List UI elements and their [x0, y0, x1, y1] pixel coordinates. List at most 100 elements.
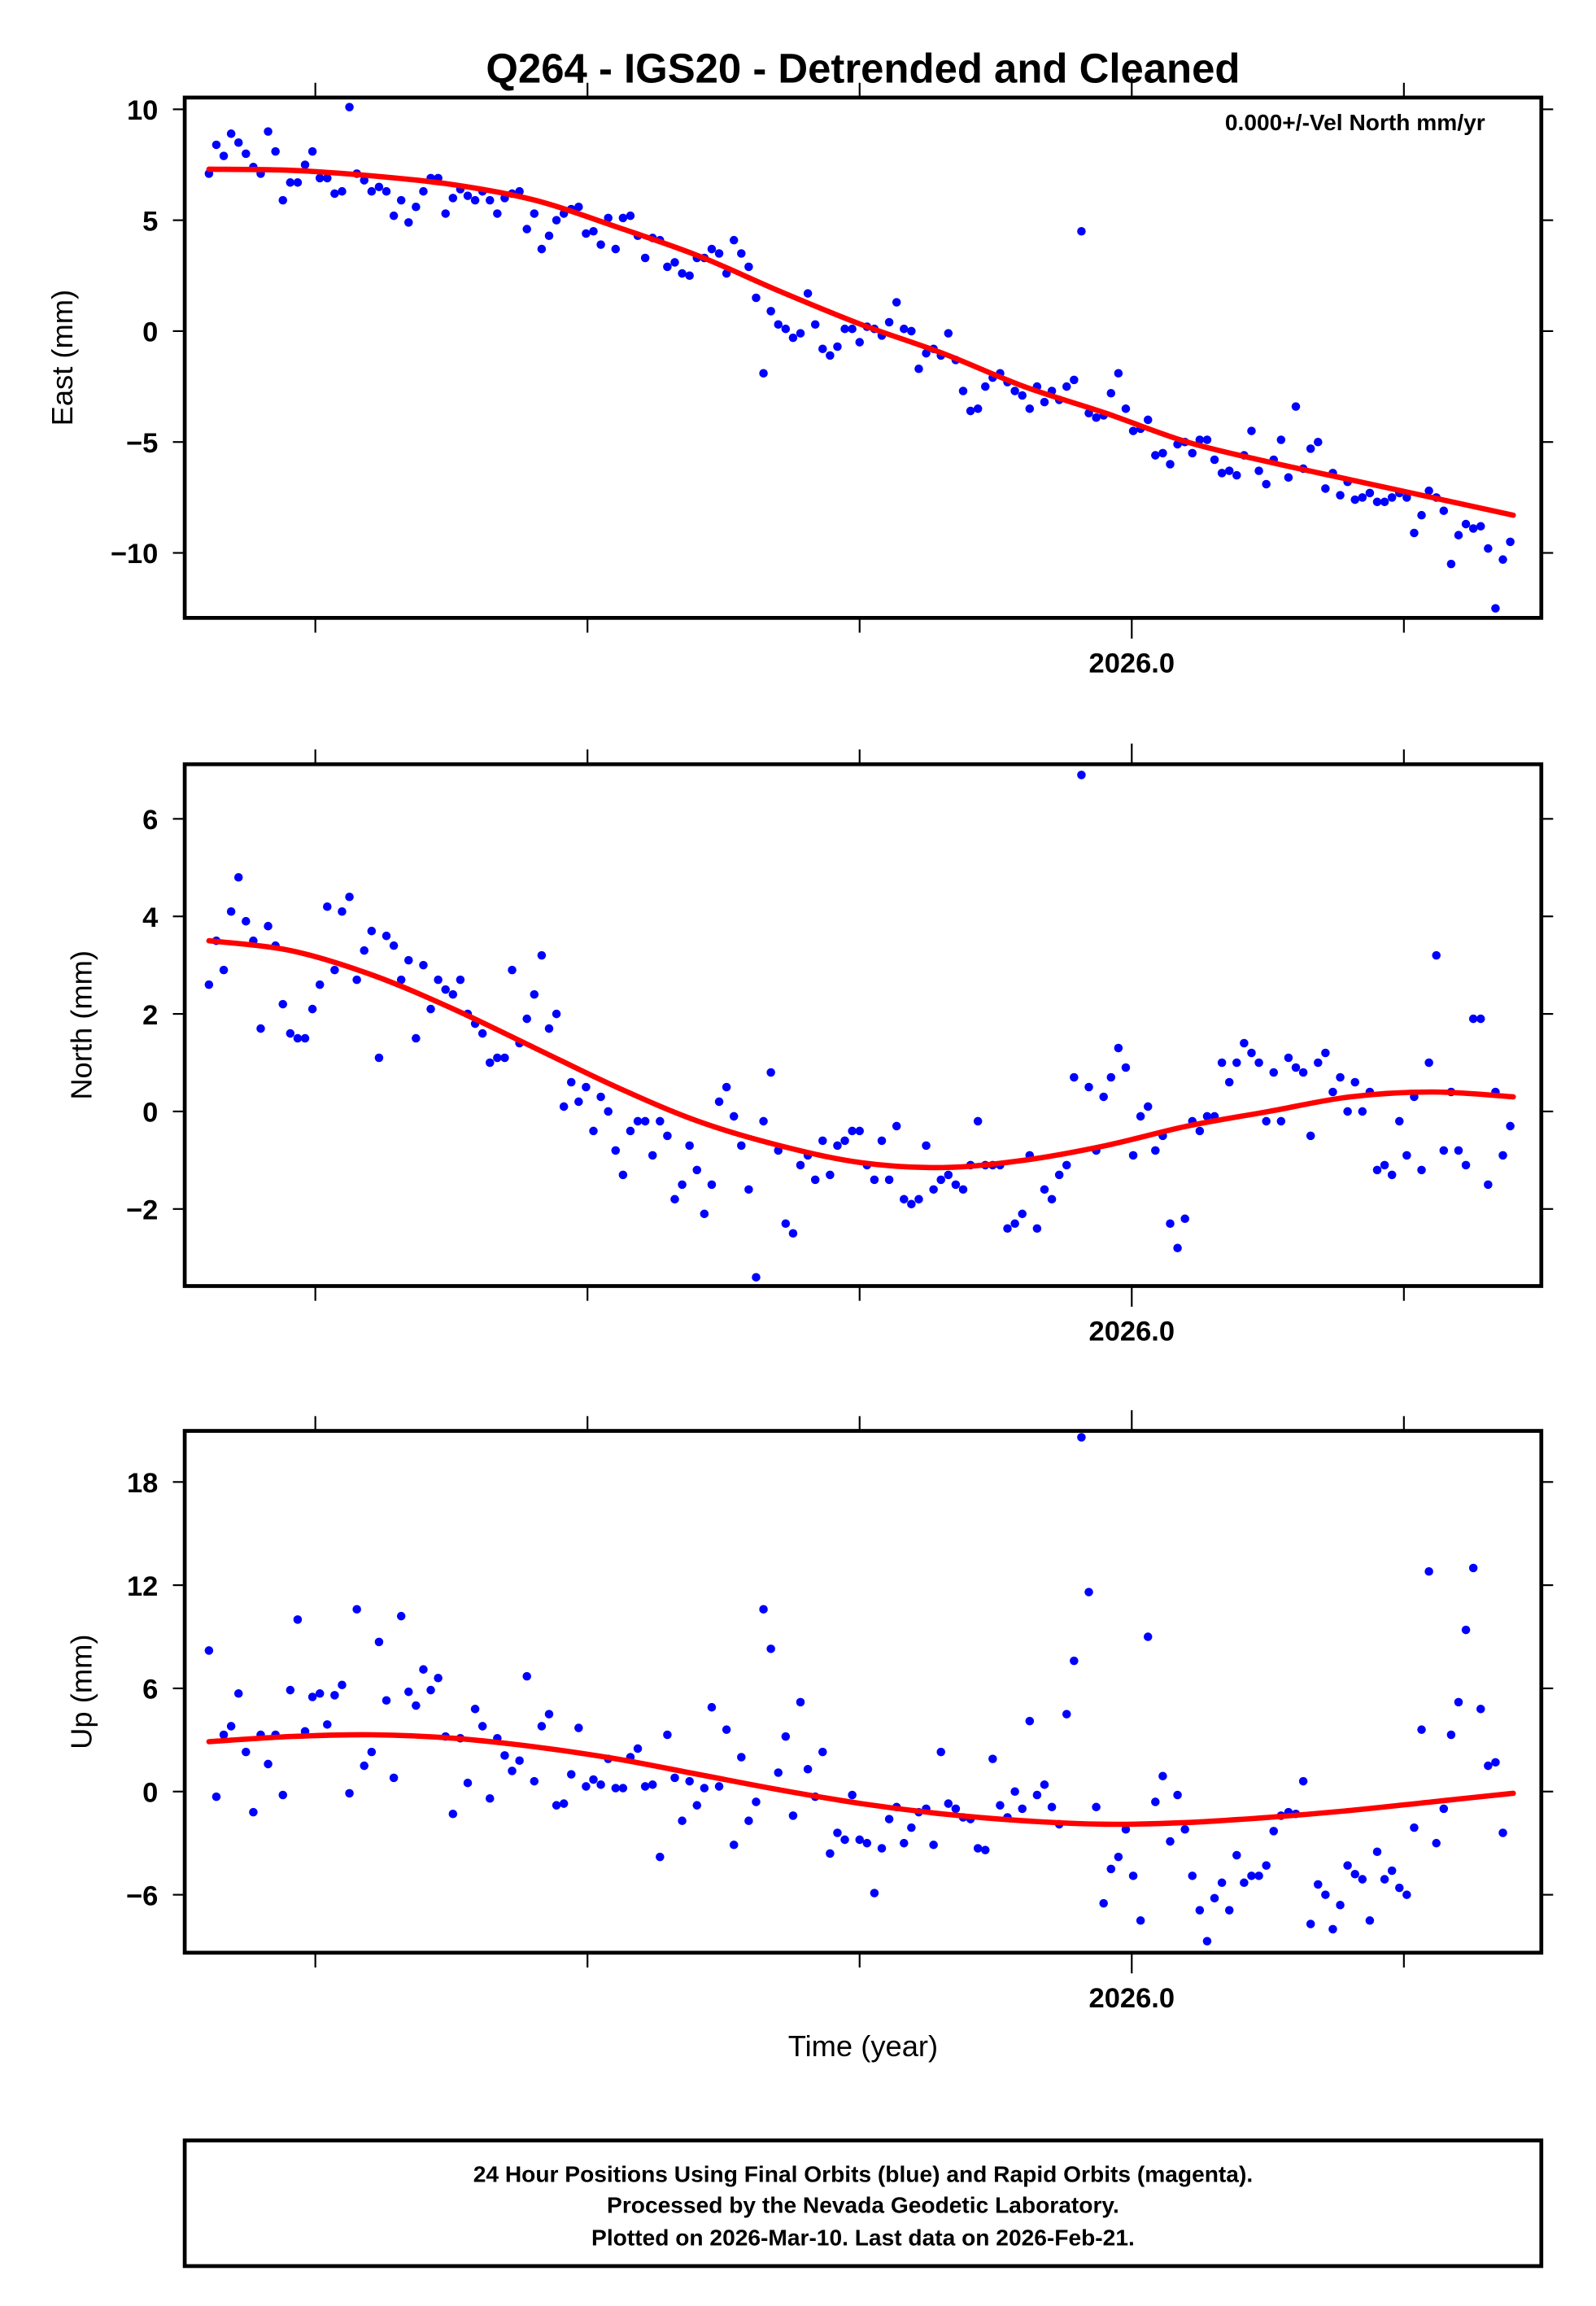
data-point: [574, 203, 583, 212]
data-point: [944, 329, 953, 338]
data-point: [286, 178, 295, 187]
data-point: [944, 1799, 953, 1808]
data-point: [907, 1823, 916, 1832]
data-point: [1498, 1151, 1507, 1160]
data-point: [530, 989, 539, 999]
data-point: [781, 1732, 791, 1741]
data-point: [1454, 1697, 1463, 1707]
data-point: [389, 211, 399, 221]
data-point: [522, 1014, 531, 1024]
data-point: [1254, 1871, 1263, 1880]
data-point: [338, 186, 347, 196]
data-point: [1446, 1730, 1456, 1740]
data-point: [1439, 1146, 1449, 1155]
data-point: [951, 1180, 961, 1190]
data-point: [1217, 469, 1227, 478]
data-point: [1395, 1116, 1404, 1126]
x-tick-label: 2026.0: [1089, 1983, 1175, 2014]
data-point: [522, 1671, 531, 1681]
data-point: [884, 1815, 894, 1823]
data-point: [752, 1273, 761, 1282]
x-tick-label: 2026.0: [1089, 1317, 1175, 1347]
data-point: [1276, 1116, 1286, 1126]
data-point: [338, 906, 347, 916]
data-point: [1328, 1087, 1337, 1097]
data-point: [722, 1725, 731, 1734]
data-point: [1372, 1165, 1382, 1175]
data-point: [1195, 435, 1205, 444]
data-point: [818, 344, 827, 353]
data-point: [1025, 1716, 1035, 1726]
data-point: [1254, 466, 1263, 475]
data-point: [640, 1116, 650, 1126]
data-point: [884, 1175, 894, 1185]
data-point: [1254, 1058, 1263, 1068]
up-fit-curve: [206, 1732, 1516, 1828]
data-point: [973, 1844, 983, 1853]
data-point: [419, 186, 428, 196]
velocity-annotation: 0.000+/-Vel North mm/yr: [1225, 110, 1485, 135]
data-point: [278, 999, 288, 1009]
data-point: [781, 324, 791, 334]
north-data-points: [204, 771, 1515, 1282]
data-point: [707, 1180, 717, 1190]
data-point: [211, 1792, 221, 1802]
data-point: [441, 985, 450, 994]
data-point: [1092, 1802, 1101, 1812]
data-point: [1498, 555, 1507, 564]
data-point: [389, 1773, 399, 1783]
data-point: [323, 173, 332, 183]
data-point: [1461, 1160, 1471, 1170]
footer-box: [182, 2138, 1544, 2269]
data-point: [1387, 1170, 1397, 1180]
data-point: [611, 1784, 621, 1793]
data-point: [233, 1689, 243, 1698]
x-axis-label: Time (year): [788, 2029, 938, 2063]
data-point: [566, 1770, 576, 1779]
north-panel: 2026.0 6 4 2 0 −2 North (mm): [65, 743, 1554, 1347]
data-point: [374, 182, 384, 192]
data-point: [1143, 415, 1153, 425]
data-point: [803, 289, 813, 298]
data-point: [537, 1722, 547, 1731]
data-point: [796, 1697, 805, 1707]
data-point: [1298, 1068, 1308, 1077]
data-point: [219, 965, 229, 975]
data-point: [374, 1637, 384, 1647]
data-point: [1232, 1850, 1241, 1860]
data-point: [833, 342, 842, 352]
data-point: [670, 1194, 679, 1204]
data-point: [656, 1852, 665, 1862]
data-point: [788, 1811, 798, 1820]
data-point: [744, 1816, 753, 1825]
data-point: [1298, 1776, 1308, 1786]
data-point: [456, 975, 465, 985]
data-point: [678, 269, 687, 278]
data-point: [1166, 1837, 1175, 1846]
data-point: [315, 173, 325, 183]
data-point: [1476, 522, 1485, 531]
data-point: [1262, 479, 1271, 489]
data-point: [973, 404, 983, 413]
data-point: [1224, 1077, 1234, 1087]
data-point: [1210, 455, 1219, 465]
data-point: [441, 209, 450, 218]
data-point: [759, 1605, 768, 1614]
data-point: [1336, 1072, 1345, 1082]
data-point: [1506, 1121, 1515, 1131]
y-tick-label: 0: [142, 1098, 158, 1129]
data-point: [307, 1004, 317, 1014]
data-point: [1121, 404, 1131, 413]
data-point: [1202, 435, 1212, 444]
data-point: [1158, 1771, 1167, 1781]
up-y-axis-label: Up (mm): [65, 1635, 98, 1749]
data-point: [1402, 493, 1411, 502]
y-tick-label: −5: [126, 428, 158, 459]
data-point: [522, 225, 531, 234]
data-point: [951, 1804, 961, 1814]
data-point: [426, 1004, 435, 1014]
data-point: [434, 1673, 443, 1683]
data-point: [1136, 1112, 1145, 1121]
data-point: [855, 1126, 865, 1136]
data-point: [752, 293, 761, 303]
